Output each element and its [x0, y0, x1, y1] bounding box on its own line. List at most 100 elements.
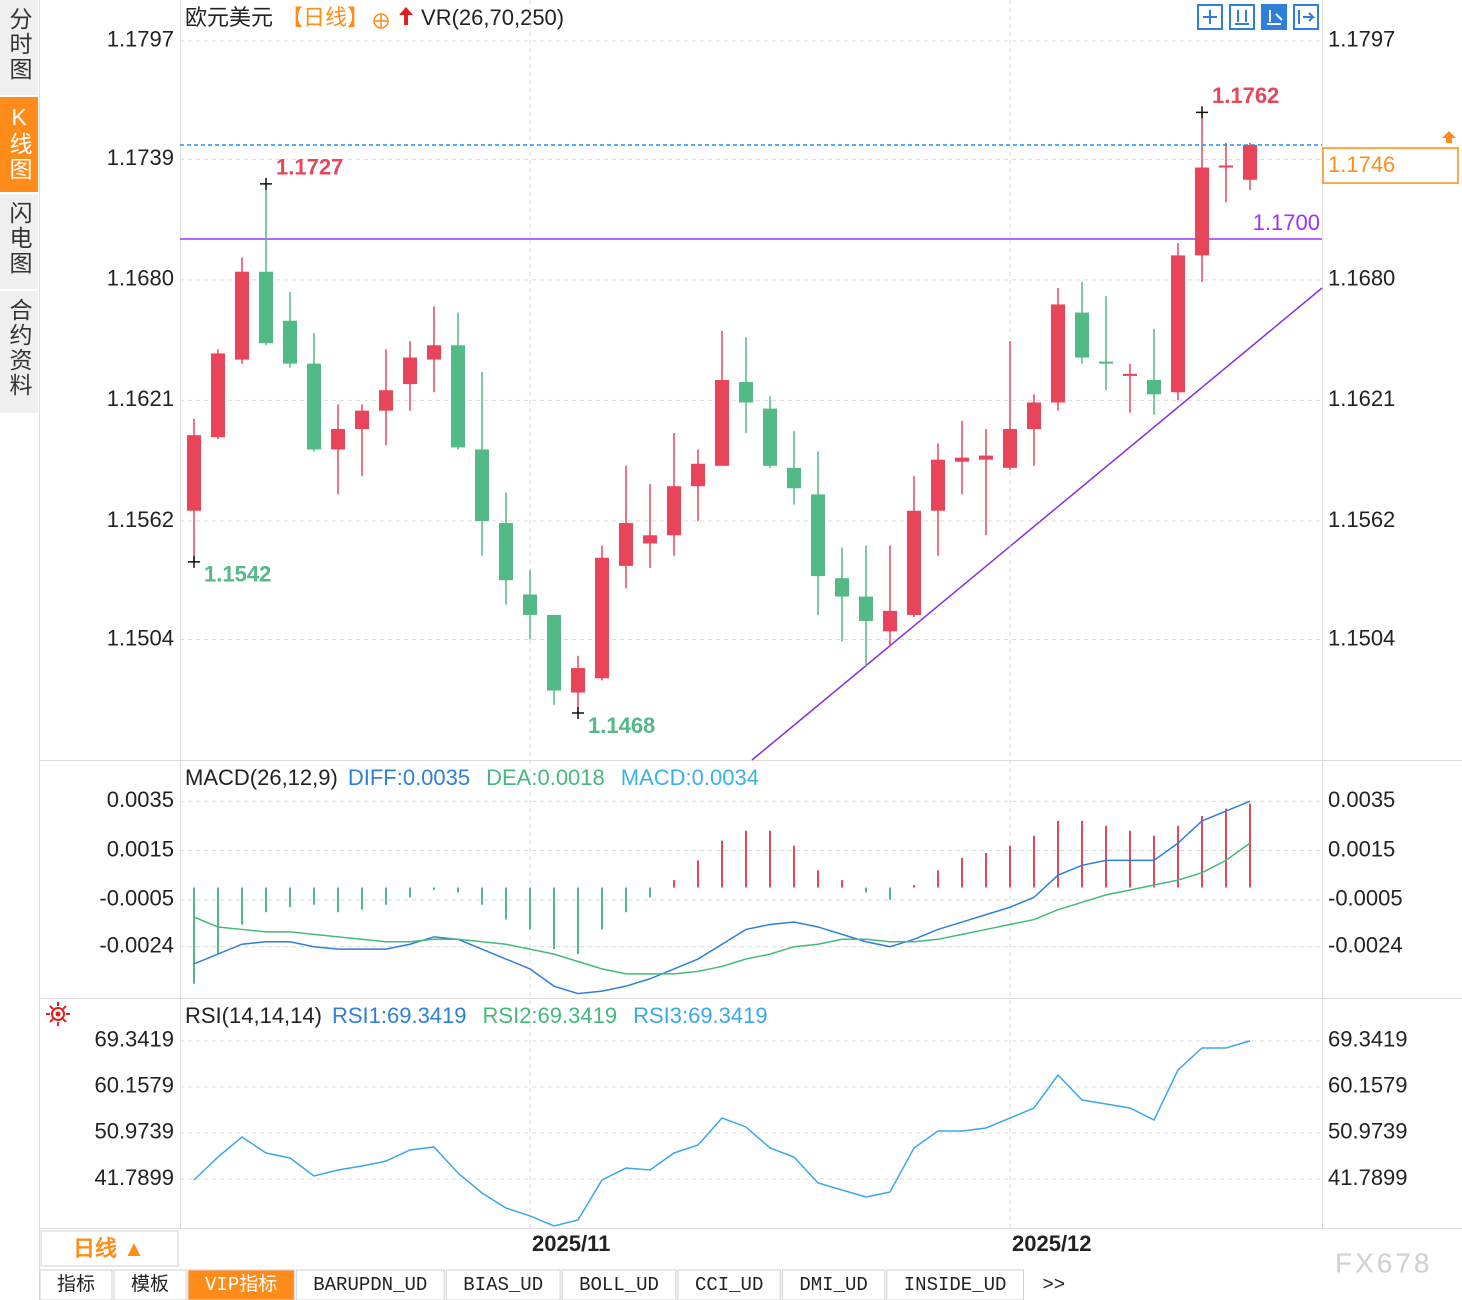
y-tick-label: 50.9739 — [1328, 1119, 1408, 1144]
candle-body — [1027, 402, 1041, 430]
candle-body — [1075, 312, 1089, 358]
last-price-label: 1.1746 — [1328, 152, 1395, 177]
candle-body — [979, 455, 993, 460]
candle-body — [475, 449, 489, 521]
bottom-tab[interactable] — [781, 1269, 886, 1300]
bottom-tab[interactable] — [561, 1269, 677, 1300]
bottom-tab-label[interactable]: BOLL_UD — [579, 1274, 659, 1296]
y-tick-label: 1.1739 — [107, 145, 174, 170]
sidebar-tab-label[interactable]: K线图 — [6, 104, 32, 182]
sidebar-tab[interactable] — [0, 291, 38, 413]
candle-body — [691, 463, 705, 487]
marker-cross — [188, 555, 200, 568]
bottom-tab[interactable] — [886, 1269, 1024, 1300]
candle-body — [451, 345, 465, 448]
trend-line — [751, 287, 1323, 761]
candle-body — [499, 523, 513, 581]
candle-body — [667, 486, 681, 536]
marker-label: 1.1542 — [204, 562, 271, 587]
bottom-tab-label[interactable]: 模板 — [131, 1273, 169, 1296]
settings-icon[interactable] — [46, 1002, 70, 1026]
period-button-label[interactable]: 日线 ▲ — [73, 1236, 145, 1261]
bottom-tab[interactable] — [113, 1269, 187, 1300]
candle-body — [763, 408, 777, 466]
tool-icon-glyph — [1235, 10, 1249, 25]
bottom-tab-label[interactable]: DMI_UD — [799, 1274, 867, 1296]
sidebar-tab[interactable] — [0, 0, 38, 95]
legend-entry: RSI3:69.3419 — [633, 1003, 768, 1028]
candle-body — [883, 610, 897, 632]
sidebar-tab[interactable] — [0, 194, 38, 289]
bottom-tab[interactable] — [677, 1269, 781, 1300]
sidebar-tab-label[interactable]: 闪电图 — [6, 201, 32, 276]
bottom-tab[interactable] — [445, 1269, 561, 1300]
candle-body — [907, 510, 921, 615]
sidebar-tab-label[interactable]: 合约资料 — [6, 298, 33, 398]
bottom-tab-label[interactable]: INSIDE_UD — [904, 1274, 1007, 1296]
y-tick-label: 69.3419 — [94, 1027, 174, 1052]
period-button[interactable] — [40, 1230, 179, 1267]
candle-body — [1219, 165, 1233, 168]
bottom-tab-label[interactable]: >> — [1042, 1274, 1065, 1296]
settings-icon-ring — [51, 1007, 65, 1021]
y-tick-label: 60.1579 — [1328, 1073, 1408, 1098]
series-line — [193, 842, 1251, 975]
y-tick-label: -0.0024 — [99, 933, 174, 958]
toolbar-icons[interactable] — [1197, 4, 1319, 30]
candle-body — [955, 457, 969, 462]
candle-body — [403, 357, 417, 385]
legend-entry: DIFF:0.0035 — [348, 765, 470, 790]
bottom-tab-label[interactable]: BIAS_UD — [463, 1274, 543, 1296]
panel-title: RSI(14,14,14) — [185, 1003, 322, 1028]
legend-entry: RSI2:69.3419 — [483, 1003, 618, 1028]
bottom-tab[interactable] — [187, 1269, 295, 1300]
candle-body — [1147, 380, 1161, 395]
y-tick-label: 1.1621 — [107, 386, 174, 411]
candle-body — [643, 535, 657, 544]
panel-title: MACD(26,12,9) — [185, 765, 338, 790]
candle-body — [595, 557, 609, 679]
series-line — [193, 800, 1251, 995]
tool-icon-glyph — [1203, 10, 1217, 24]
sidebar-tab[interactable] — [0, 97, 38, 192]
candle-body — [571, 668, 585, 693]
legend-entry: DEA:0.0018 — [486, 765, 605, 790]
tool-icon[interactable] — [1229, 4, 1255, 30]
candle-body — [187, 435, 201, 511]
y-tick-label: 0.0015 — [107, 836, 174, 861]
candle-body — [211, 353, 225, 438]
y-tick-label: 1.1504 — [107, 625, 174, 650]
settings-icon-dot — [55, 1011, 61, 1017]
bottom-tab-label[interactable]: VIP指标 — [205, 1273, 277, 1296]
indicator-arrow[interactable] — [399, 7, 414, 25]
candle-body — [523, 594, 537, 615]
y-tick-label: -0.0024 — [1328, 933, 1403, 958]
tool-icon-glyph — [1267, 10, 1283, 25]
marker-cross — [1196, 106, 1208, 119]
candle-body — [1123, 373, 1137, 376]
sidebar-tab-label[interactable]: 分时图 — [6, 7, 32, 82]
candle-body — [307, 363, 321, 450]
tool-icon[interactable] — [1261, 4, 1287, 30]
tool-icon[interactable] — [1197, 4, 1223, 30]
legend-entry: RSI1:69.3419 — [332, 1003, 467, 1028]
bottom-tab-label[interactable]: BARUPDN_UD — [313, 1274, 427, 1296]
bottom-tab-label[interactable]: CCI_UD — [695, 1274, 763, 1296]
indicator-label: VR(26,70,250) — [421, 5, 564, 30]
period-icon-cross — [374, 14, 389, 28]
y-tick-label: -0.0005 — [99, 886, 174, 911]
marker-cross — [572, 707, 584, 720]
x-tick-label: 2025/11 — [532, 1231, 610, 1256]
y-tick-label: 1.1797 — [107, 27, 174, 52]
candle-body — [739, 382, 753, 403]
y-tick-label: 1.1562 — [107, 507, 174, 532]
bottom-tab[interactable] — [295, 1269, 445, 1300]
series-line — [193, 1040, 1251, 1227]
candle-body — [355, 410, 369, 430]
candle-body — [811, 494, 825, 577]
period-label: 【日线】 — [281, 5, 369, 30]
y-tick-label: 41.7899 — [1328, 1165, 1408, 1190]
bottom-tab[interactable] — [39, 1269, 113, 1300]
bottom-tab-label[interactable]: 指标 — [57, 1273, 95, 1296]
